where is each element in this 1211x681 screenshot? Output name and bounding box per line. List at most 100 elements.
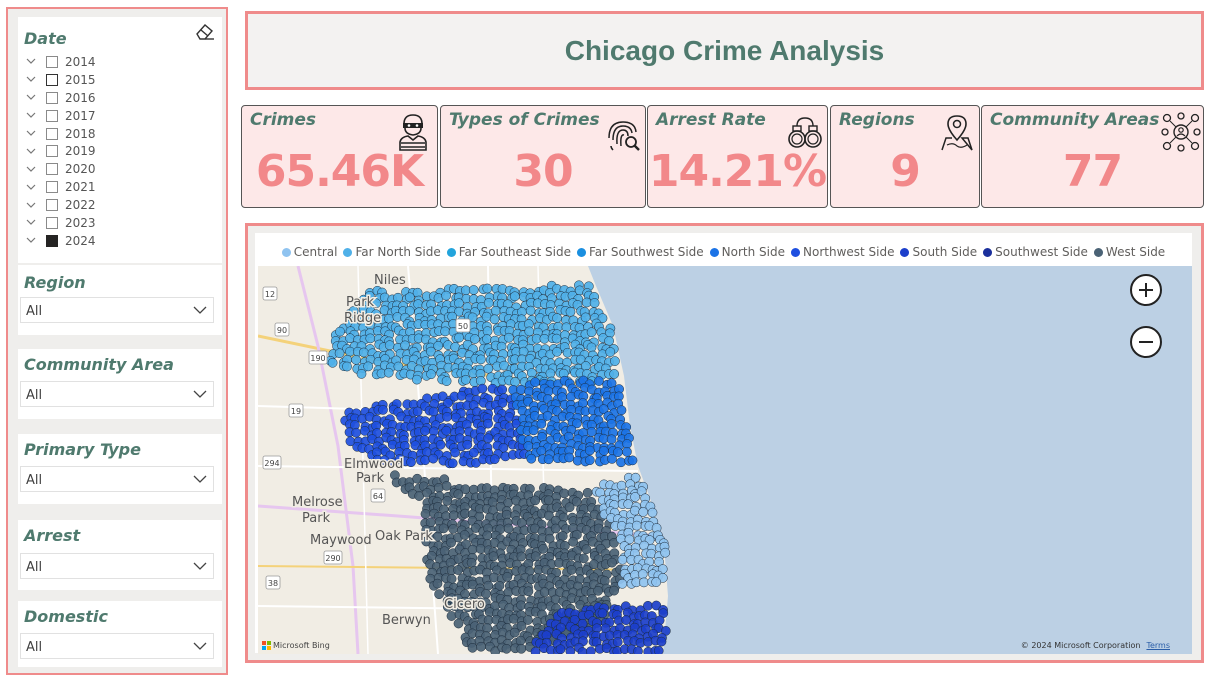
crime-point[interactable] [420,425,430,436]
legend-item[interactable]: Far North Side [343,245,441,259]
crime-point[interactable] [597,608,608,619]
zoom-in-button[interactable] [1130,274,1162,306]
chevron-down-icon[interactable] [24,75,38,85]
year-item[interactable]: 2020 [24,160,214,178]
crime-point[interactable] [483,418,493,429]
year-item[interactable]: 2017 [24,107,214,125]
crime-point[interactable] [609,369,620,379]
year-item[interactable]: 2016 [24,89,214,107]
year-checkbox[interactable] [46,199,58,212]
crime-point[interactable] [544,510,554,521]
crime-point[interactable] [406,457,416,468]
crime-point[interactable] [528,425,539,436]
chevron-down-icon[interactable] [24,129,38,139]
crime-point[interactable] [536,445,547,456]
crime-point[interactable] [420,509,431,519]
crime-point[interactable] [580,312,591,323]
domestic-dropdown[interactable]: All [20,633,214,659]
terms-link[interactable]: Terms [1146,641,1170,650]
crime-point[interactable] [530,551,541,562]
crime-point[interactable] [456,390,467,401]
crime-point[interactable] [516,600,526,611]
crime-point[interactable] [334,348,345,359]
crime-point[interactable] [631,520,642,531]
crime-point[interactable] [489,454,500,465]
crime-point[interactable] [530,377,541,388]
year-checkbox[interactable] [46,73,58,86]
year-checkbox[interactable] [46,127,58,140]
crime-point[interactable] [599,445,609,456]
crime-point[interactable] [432,531,443,542]
crime-point[interactable] [586,342,597,353]
crime-point[interactable] [515,635,526,646]
crime-point[interactable] [643,600,653,611]
crime-point[interactable] [448,510,459,521]
crime-point[interactable] [564,502,575,513]
crime-point[interactable] [437,391,448,402]
crime-point[interactable] [624,534,635,545]
crime-point[interactable] [621,615,632,625]
crime-point[interactable] [526,453,537,464]
crime-point[interactable] [384,340,395,351]
crime-point[interactable] [503,523,514,534]
crime-point[interactable] [639,577,649,588]
year-checkbox[interactable] [46,55,58,68]
crime-point[interactable] [606,419,617,429]
legend-item[interactable]: Central [281,245,337,259]
crime-point[interactable] [438,523,449,534]
crime-point[interactable] [335,326,345,337]
crime-point[interactable] [490,305,501,316]
crime-point[interactable] [616,457,626,468]
crime-point[interactable] [589,298,600,308]
crime-point[interactable] [627,455,638,466]
crime-point[interactable] [433,340,444,351]
map-svg[interactable]: NilesParkRidgeElmwoodParkMelroseParkMayw… [258,266,1192,654]
crime-point[interactable] [565,646,576,654]
primary-type-dropdown[interactable]: All [20,466,214,492]
crime-point[interactable] [462,439,473,450]
crime-point[interactable] [612,637,623,647]
crime-point[interactable] [557,531,568,541]
crime-point[interactable] [476,354,486,365]
chevron-down-icon[interactable] [24,200,38,210]
arrest-dropdown[interactable]: All [20,553,214,579]
chevron-down-icon[interactable] [24,182,38,192]
crime-point[interactable] [647,507,658,518]
crime-point[interactable] [483,580,494,591]
legend-item[interactable]: Southwest Side [983,245,1088,259]
crime-point[interactable] [351,354,361,365]
legend-item[interactable]: North Side [709,245,785,259]
crime-point[interactable] [538,544,549,554]
crime-point[interactable] [454,298,464,309]
crime-point[interactable] [435,439,446,450]
crime-point[interactable] [501,643,512,654]
crime-point[interactable] [404,292,415,303]
legend-item[interactable]: Far Southwest Side [576,245,704,259]
crime-point[interactable] [552,346,562,357]
crime-point[interactable] [426,551,437,561]
map-canvas[interactable]: Niles Park Ridge Elmwood Park Melrose Park Mayw… [258,266,1192,654]
crime-point[interactable] [630,505,640,516]
crime-point[interactable] [428,453,439,464]
crime-point[interactable] [497,384,508,395]
crime-point[interactable] [536,419,547,429]
crime-point[interactable] [441,481,452,491]
crime-point[interactable] [497,398,508,408]
crime-point[interactable] [610,356,620,366]
crime-point[interactable] [489,314,500,325]
crime-point[interactable] [477,383,488,394]
crime-point[interactable] [630,472,641,483]
crime-point[interactable] [616,405,627,416]
crime-point[interactable] [358,347,369,358]
crime-point[interactable] [607,454,617,464]
year-checkbox[interactable] [46,216,58,229]
crime-point[interactable] [483,363,494,374]
crime-point[interactable] [426,369,436,380]
legend-item[interactable]: West Side [1093,245,1165,259]
chevron-down-icon[interactable] [24,236,38,246]
zoom-out-button[interactable] [1130,326,1162,358]
chevron-down-icon[interactable] [24,93,38,103]
crime-point[interactable] [653,645,664,654]
crime-point[interactable] [566,565,577,575]
crime-point[interactable] [516,621,527,631]
